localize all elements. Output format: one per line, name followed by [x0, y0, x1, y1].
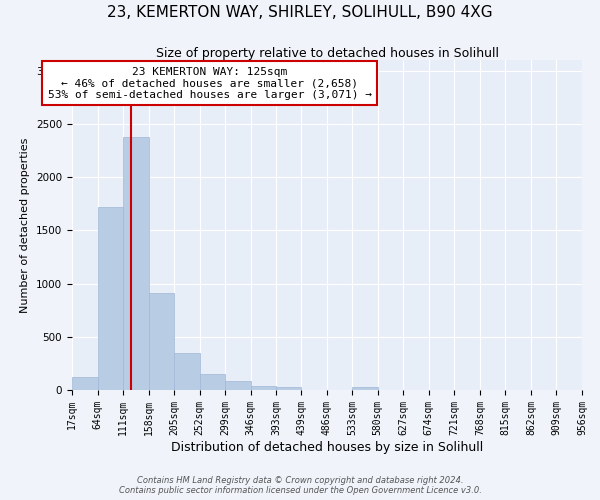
Bar	[276, 387, 301, 390]
Text: 23 KEMERTON WAY: 125sqm
← 46% of detached houses are smaller (2,658)
53% of semi: 23 KEMERTON WAY: 125sqm ← 46% of detache…	[48, 66, 372, 100]
Bar	[225, 382, 251, 390]
Bar	[251, 386, 276, 390]
Bar	[98, 207, 123, 390]
Title: Size of property relative to detached houses in Solihull: Size of property relative to detached ho…	[155, 47, 499, 60]
Text: Contains HM Land Registry data © Crown copyright and database right 2024.
Contai: Contains HM Land Registry data © Crown c…	[119, 476, 481, 495]
Bar	[200, 374, 225, 390]
Bar	[72, 377, 98, 390]
Bar	[149, 293, 174, 390]
Bar	[123, 136, 149, 390]
Y-axis label: Number of detached properties: Number of detached properties	[20, 138, 31, 312]
Bar	[352, 388, 378, 390]
X-axis label: Distribution of detached houses by size in Solihull: Distribution of detached houses by size …	[171, 440, 483, 454]
Bar	[174, 354, 200, 390]
Text: 23, KEMERTON WAY, SHIRLEY, SOLIHULL, B90 4XG: 23, KEMERTON WAY, SHIRLEY, SOLIHULL, B90…	[107, 5, 493, 20]
